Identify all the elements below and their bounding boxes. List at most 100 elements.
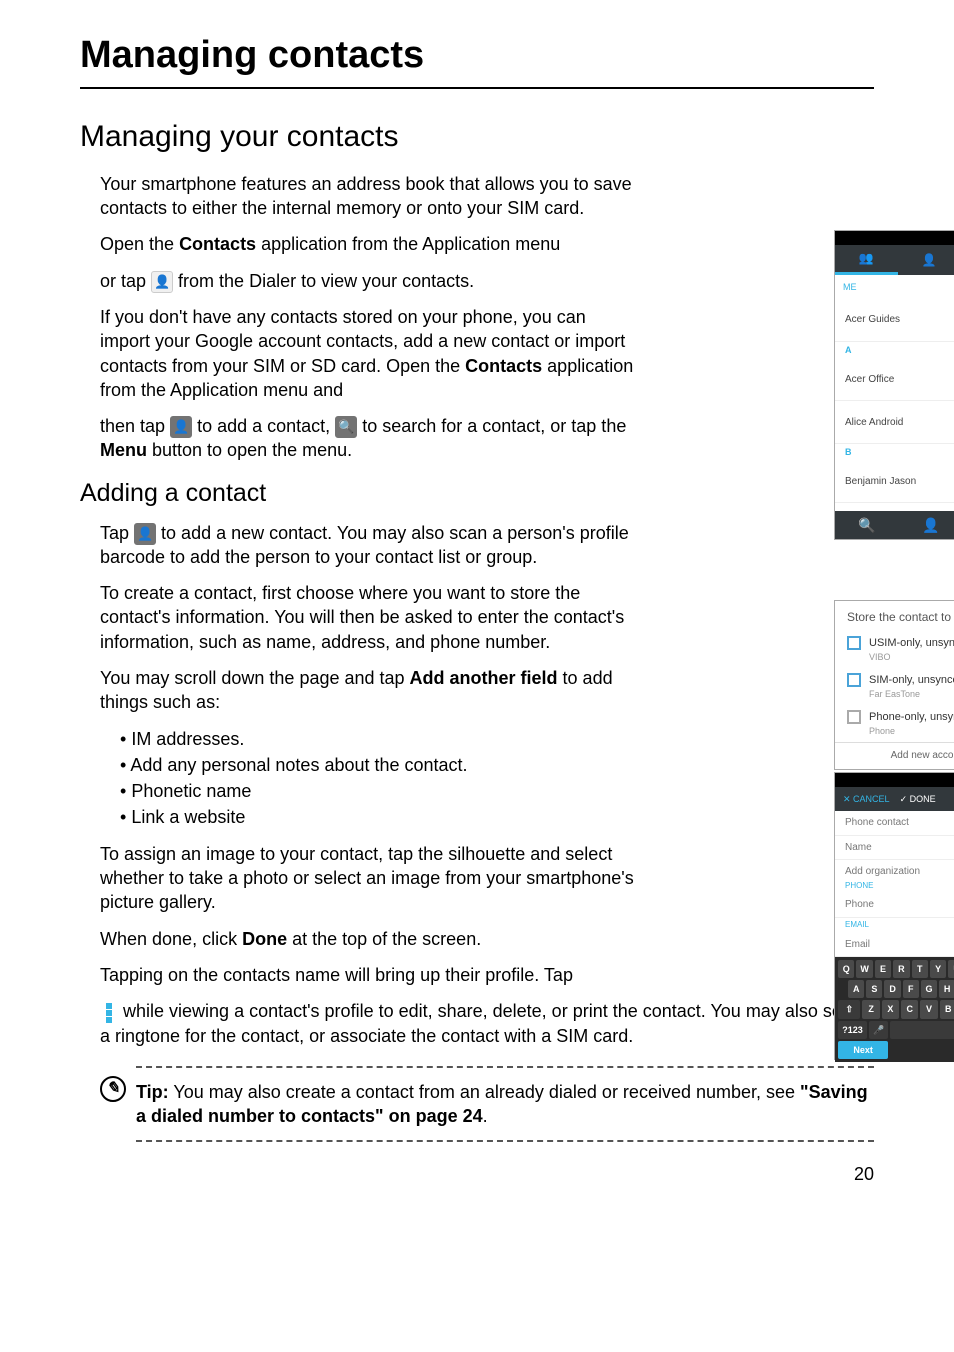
text: to search for a contact, or tap the (362, 416, 626, 436)
key[interactable]: X (882, 1000, 899, 1018)
add-contact-icon[interactable]: 👤 (922, 516, 939, 535)
list-item: Add any personal notes about the contact… (120, 753, 640, 777)
text: Open the (100, 234, 179, 254)
text-bold: Menu (100, 440, 147, 460)
search-icon[interactable]: 🔍 (858, 516, 875, 535)
text: You may also create a contact from an al… (169, 1082, 800, 1102)
key[interactable]: D (884, 980, 900, 998)
text: from the Dialer to view your contacts. (178, 271, 474, 291)
text-bold: Contacts (179, 234, 256, 254)
tip-label: Tip: (136, 1082, 169, 1102)
list-item: Phonetic name (120, 779, 640, 803)
tab-all[interactable]: 👤 (898, 245, 954, 275)
tip-content: Tip: You may also create a contact from … (136, 1064, 874, 1145)
name-field[interactable]: Name⌄ 👤 (835, 836, 954, 861)
me-row: ME3 contacts (835, 275, 954, 299)
dialog-option[interactable]: SIM-only, unsyncedFar EasTone (835, 668, 954, 705)
key[interactable]: Q (838, 960, 854, 978)
paragraph: When done, click Done at the top of the … (100, 927, 640, 951)
tab-bar: 👥 👤 ★ (835, 245, 954, 275)
bottom-bar: 🔍 👤 ⋮ (835, 511, 954, 539)
email-label: EMAIL (835, 918, 954, 933)
key[interactable]: S (866, 980, 882, 998)
section-letter: B (835, 444, 954, 460)
status-bar: 1:59 PM (835, 231, 954, 245)
paragraph: then tap 👤 to add a contact, 🔍 to search… (100, 414, 640, 463)
section-letter: A (835, 342, 954, 358)
list-item: Link a website (120, 805, 640, 829)
key[interactable] (890, 1021, 954, 1039)
key[interactable]: U (948, 960, 954, 978)
text: then tap (100, 416, 170, 436)
key[interactable]: R (893, 960, 909, 978)
paragraph: You may scroll down the page and tap Add… (100, 666, 640, 715)
paragraph: To create a contact, first choose where … (100, 581, 640, 654)
bullet-list: IM addresses. Add any personal notes abo… (120, 727, 640, 830)
key[interactable]: A (848, 980, 864, 998)
done-button[interactable]: ✓ DONE (900, 793, 936, 805)
key[interactable]: G (921, 980, 937, 998)
text: . (483, 1106, 488, 1126)
list-item: IM addresses. (120, 727, 640, 751)
contacts-icon: 👤 (151, 271, 173, 293)
contact-row[interactable]: Acer Office (835, 358, 954, 401)
key[interactable]: ⇧ (838, 1000, 860, 1018)
key[interactable]: W (856, 960, 872, 978)
account-row[interactable]: Phone contact (835, 811, 954, 836)
text-bold: Add another field (410, 668, 558, 688)
contacts-list-screenshot: 1:59 PM 👥 👤 ★ ME3 contacts Acer Guides A… (834, 230, 954, 540)
phone-field[interactable]: PhoneMOBILE (835, 893, 954, 918)
paragraph: or tap 👤 from the Dialer to view your co… (100, 269, 640, 293)
text: Tap (100, 523, 134, 543)
status-bar: 2:00 PM (835, 773, 954, 787)
dialog-title: Store the contact to (835, 601, 954, 631)
add-account-button[interactable]: Add new account (835, 742, 954, 769)
phone-label: PHONE (835, 879, 954, 894)
text-bold: Done (242, 929, 287, 949)
text: When done, click (100, 929, 242, 949)
text: application from the Application menu (256, 234, 560, 254)
tip-icon: ✎ (100, 1076, 126, 1102)
subsection-heading: Adding a contact (80, 477, 874, 511)
paragraph: To assign an image to your contact, tap … (100, 842, 640, 915)
key[interactable]: H (939, 980, 954, 998)
store-contact-dialog-screenshot: Store the contact to USIM-only, unsynced… (834, 600, 954, 770)
paragraph: If you don't have any contacts stored on… (100, 305, 640, 402)
key[interactable]: E (875, 960, 891, 978)
contact-row[interactable]: Benjamin Jason (835, 460, 954, 503)
key[interactable]: V (920, 1000, 937, 1018)
key[interactable]: Z (862, 1000, 879, 1018)
add-org[interactable]: Add organization (835, 860, 954, 879)
key[interactable]: 🎤 (869, 1021, 888, 1039)
page-title: Managing contacts (80, 30, 874, 89)
dialog-option[interactable]: USIM-only, unsyncedVIBO (835, 631, 954, 668)
add-contact-icon: 👤 (170, 416, 192, 438)
text: to add a contact, (197, 416, 335, 436)
keyboard: QWERTYUIOPASDFGHJKL⇧ZXCVBNM⌫?123🎤 .Next (835, 957, 954, 1062)
tab-groups[interactable]: 👥 (835, 245, 898, 275)
paragraph: while viewing a contact's profile to edi… (100, 999, 860, 1048)
key[interactable]: ?123 (838, 1021, 867, 1039)
menu-icon (100, 1002, 118, 1024)
key[interactable]: Y (930, 960, 946, 978)
dialog-option[interactable]: Phone-only, unsyncedPhone (835, 705, 954, 742)
text-bold: Contacts (465, 356, 542, 376)
search-icon: 🔍 (335, 416, 357, 438)
email-field[interactable]: EmailHOME (835, 933, 954, 958)
key[interactable]: Next (838, 1041, 888, 1059)
edit-contact-screenshot: 2:00 PM ✕ CANCEL ✓ DONE ⋮ Phone contact … (834, 772, 954, 1060)
text: You may scroll down the page and tap (100, 668, 410, 688)
page-number: 20 (80, 1162, 874, 1186)
key[interactable]: B (940, 1000, 954, 1018)
key[interactable]: F (903, 980, 919, 998)
paragraph: Your smartphone features an address book… (100, 172, 640, 221)
cancel-button[interactable]: ✕ CANCEL (843, 793, 890, 805)
text: while viewing a contact's profile to edi… (100, 1001, 847, 1045)
contact-row[interactable]: Alice Android (835, 401, 954, 444)
contact-row[interactable]: Acer Guides (835, 299, 954, 342)
paragraph: Tap 👤 to add a new contact. You may also… (100, 521, 640, 570)
key[interactable]: C (901, 1000, 918, 1018)
text: to add a new contact. You may also scan … (100, 523, 629, 567)
key[interactable]: T (912, 960, 928, 978)
add-contact-icon: 👤 (134, 523, 156, 545)
